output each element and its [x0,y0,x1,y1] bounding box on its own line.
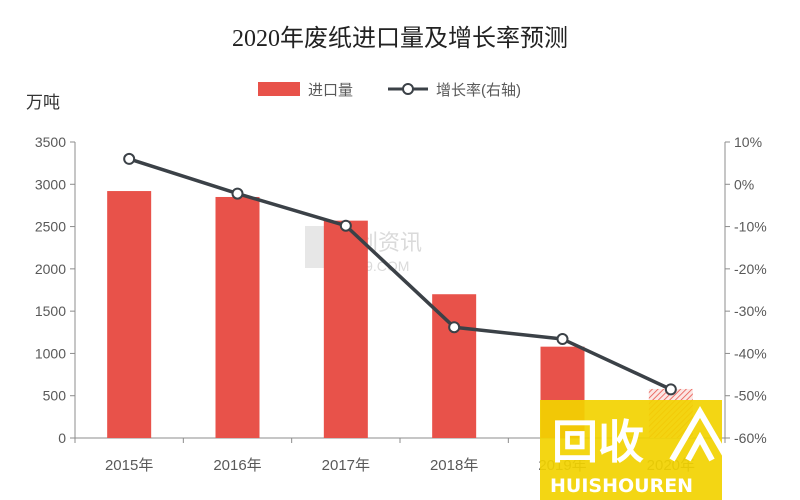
site-logo-mark-icon [669,406,731,462]
legend: 进口量 增长率(右轴) [258,82,521,99]
bars [107,191,693,438]
y-right-tick-label: 10% [734,134,762,150]
y-axis-unit: 万吨 [26,93,60,112]
y-right-tick-label: 0% [734,176,754,192]
y-right-tick-labels: -60% -50% -40% -30% -20% -10% 0% 10% [734,134,767,446]
growth-line [123,152,677,396]
line-point [448,321,461,334]
legend-label-bar: 进口量 [308,82,353,99]
bar [215,196,260,438]
watermark-logo-icon [305,226,327,268]
y-right-tick-label: -20% [734,261,767,277]
line-point [339,219,352,232]
y-left-tick-label: 2500 [35,219,66,235]
legend-swatch-bar [258,82,300,96]
line-point [231,187,244,200]
bar [107,191,152,438]
y-right-tick-label: -30% [734,303,767,319]
y-right-tick-label: -50% [734,388,767,404]
y-right-tick-label: -10% [734,219,767,235]
y-left-tick-label: 1000 [35,345,66,361]
y-left-tick-label: 500 [43,388,67,404]
bar [323,220,368,438]
site-logo-text: 回收 [552,415,644,469]
line-point [556,333,569,346]
legend-swatch-marker [402,83,414,95]
bar [432,294,477,438]
y-right-tick-label: -60% [734,430,767,446]
growth-line-path [128,157,672,391]
y-left-tick-label: 0 [58,430,66,446]
site-logo: 回收 HUISHOUREN [540,400,731,500]
chart-title: 2020年废纸进口量及增长率预测 [232,25,568,52]
axes [70,141,730,443]
x-tick-label: 2016年 [213,457,261,474]
x-tick-label: 2017年 [322,457,370,474]
site-logo-subtext: HUISHOUREN [550,475,693,497]
y-left-tick-label: 1500 [35,303,66,319]
line-point [123,152,136,165]
legend-label-line: 增长率(右轴) [436,82,521,99]
x-tick-label: 2018年 [430,457,478,474]
y-left-tick-label: 3000 [35,176,66,192]
y-left-tick-label: 3500 [35,134,66,150]
y-left-tick-label: 2000 [35,261,66,277]
y-right-tick-label: -40% [734,345,767,361]
y-left-tick-labels: 0 500 1000 1500 2000 2500 3000 3500 [35,134,66,446]
line-point [664,383,677,396]
x-tick-label: 2015年 [105,457,153,474]
